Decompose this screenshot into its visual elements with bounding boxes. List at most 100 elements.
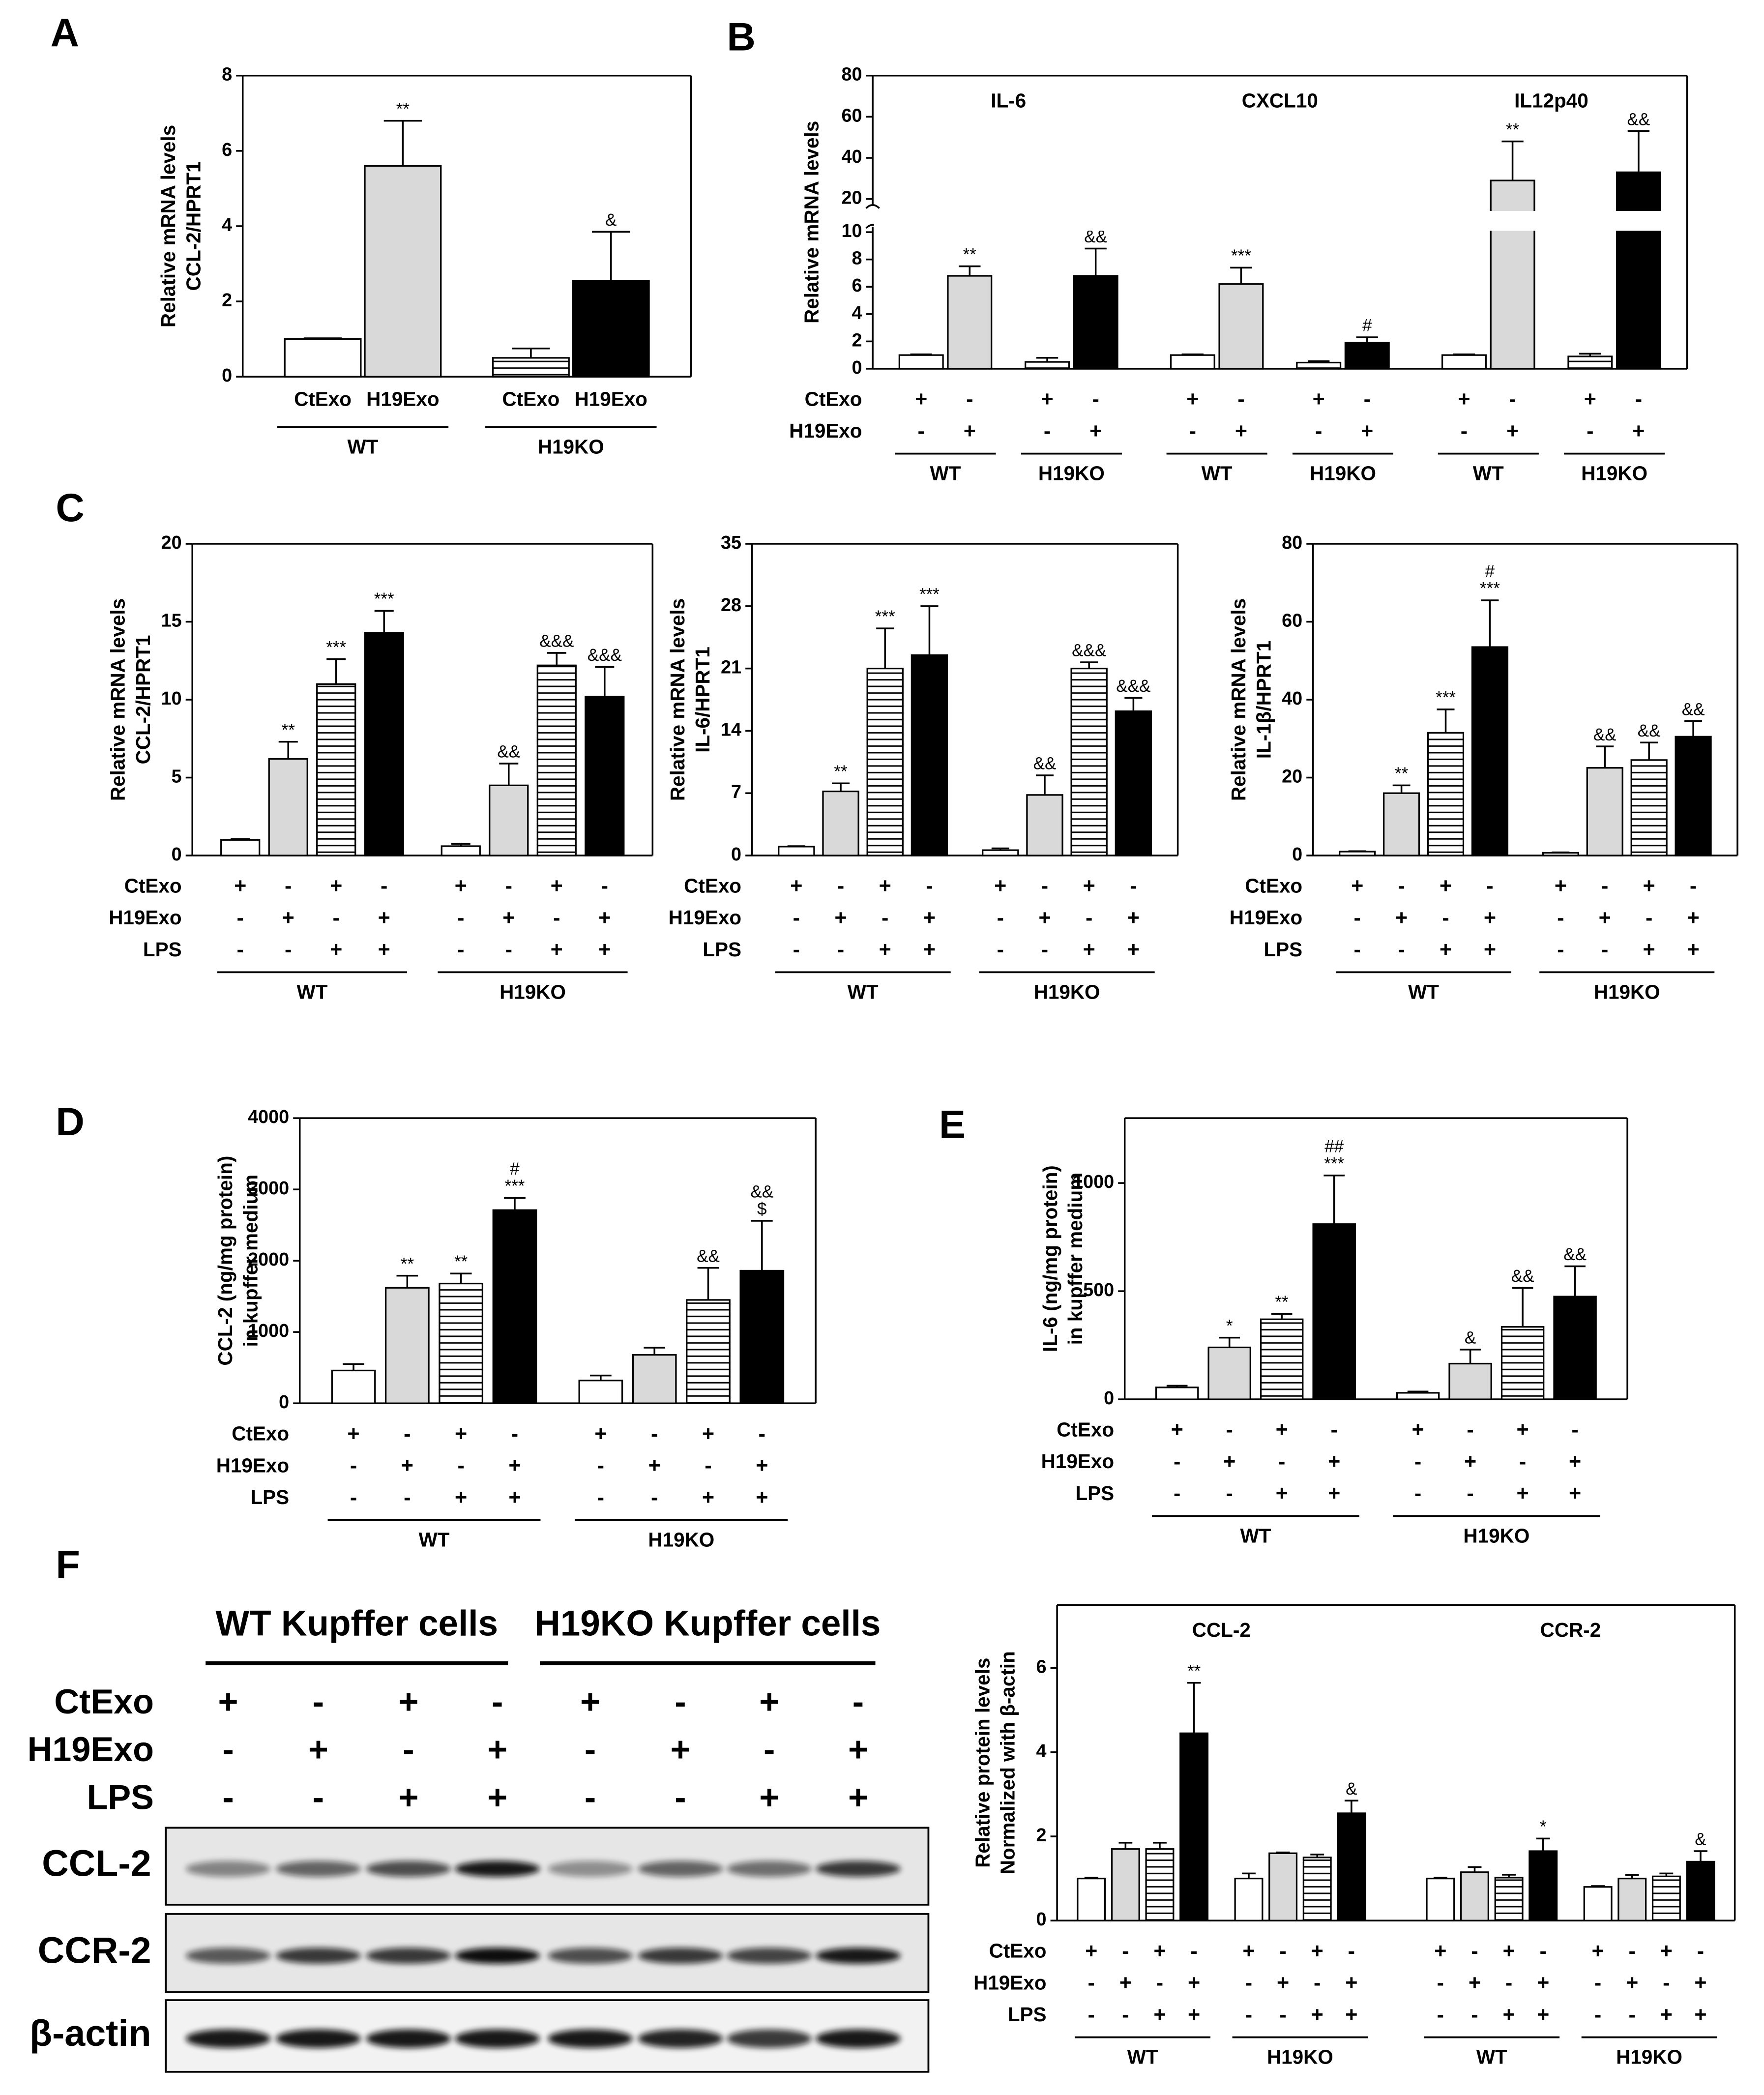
y-tick-label: 40 [842,147,862,167]
error-bar [1181,354,1204,355]
condition-sign: - [1414,1450,1421,1474]
condition-sign: - [705,1454,711,1477]
condition-sign: + [1127,906,1140,930]
blot-band [455,1860,540,1877]
bar [331,1369,376,1404]
condition-name: CtExo [1057,1418,1114,1441]
bar [982,849,1019,856]
condition-sign: + [1516,1482,1529,1505]
condition-sign: + [1458,387,1470,411]
condition-sign: + [1153,1939,1166,1963]
blot-row-label: CCR-2 [38,1930,151,1971]
condition-sign: - [1174,1450,1180,1474]
bar [364,632,404,856]
significance-label: &&& [539,632,574,651]
y-axis-label: Normalized with β-actin [997,1651,1019,1874]
condition-sign: + [1516,1418,1529,1442]
blot-band [548,2029,633,2048]
bar [1448,1362,1492,1400]
y-axis-label: CCL-2 (ng/mg protein) [214,1156,236,1366]
y-tick-label: 0 [1036,1909,1047,1930]
condition-sign: - [1330,1418,1337,1442]
condition-sign: + [759,1682,779,1721]
condition-name: CtExo [805,387,862,410]
error-bar [1153,1842,1167,1849]
condition-sign: - [597,1454,604,1477]
bar [778,846,815,856]
error-bar [1080,661,1098,669]
error-bar [1684,720,1703,737]
y-tick-label: 20 [842,188,862,208]
y-tick-label: 60 [1282,611,1302,631]
significance-label: && [1033,754,1057,773]
bar [1337,1812,1366,1921]
x-tick-label: CtExo [502,387,559,410]
condition-sign: + [1660,2003,1673,2027]
condition-sign: + [398,1778,418,1816]
condition-sign: + [923,938,936,962]
condition-sign: - [505,874,512,898]
bar [911,654,948,856]
group-label: WT [1202,462,1233,484]
error-bar [1591,1885,1605,1887]
condition-sign: - [651,1486,658,1509]
error-bar [1501,140,1524,181]
y-tick-label: 80 [842,64,862,85]
error-bar [1035,774,1054,795]
condition-sign: - [882,906,888,930]
bar [1567,355,1613,370]
condition-sign: + [1038,906,1051,930]
condition-name: LPS [143,938,182,961]
error-bar [1564,1265,1586,1297]
condition-sign: + [1440,874,1452,898]
condition-sign: + [879,874,891,898]
error-bar [1242,1872,1256,1879]
condition-name: LPS [87,1778,154,1816]
significance-label: *** [875,607,895,626]
blot-band [276,1947,361,1964]
bar [822,790,859,856]
y-tick-label: 0 [1104,1388,1114,1409]
condition-sign: - [585,1778,596,1816]
error-bar [1453,354,1475,355]
y-tick-label: 20 [1282,766,1302,787]
y-tick-label: 4 [1036,1741,1047,1762]
error-bar [1536,1837,1550,1852]
condition-sign: + [598,938,611,962]
y-tick-label: 0 [731,844,741,865]
error-bar [595,666,615,697]
condition-sign: - [237,906,244,930]
condition-sign: + [1345,1971,1357,1995]
y-axis-label: in kupffer medium [239,1175,262,1347]
bar [1383,792,1420,856]
y-axis-label: Relative mRNA levels [666,598,689,801]
significance-label: *** [1480,579,1500,598]
significance-label: ** [454,1252,468,1271]
condition-sign: + [1361,419,1373,443]
bar [1179,1732,1209,1921]
condition-sign: + [282,906,294,930]
condition-sign: - [313,1682,324,1721]
condition-sign: + [1484,938,1496,962]
error-bar [1437,708,1455,733]
bar [1426,1878,1455,1921]
bar [492,357,570,378]
blot-band [455,2029,540,2048]
bar [284,338,362,378]
condition-sign: - [1278,1450,1285,1474]
significance-label: && [1511,1267,1534,1286]
condition-name: H19Exo [669,906,741,929]
blot-band [548,1860,633,1877]
significance-label: &&& [588,646,622,665]
condition-sign: - [1437,1971,1444,1995]
bar [220,839,261,856]
bar [536,664,577,856]
condition-sign: + [551,874,563,898]
bar [1553,1296,1597,1400]
y-tick-label: 2000 [248,1249,289,1270]
significance-label: && [1682,700,1705,719]
group-label: H19KO [648,1528,714,1551]
condition-sign: + [551,938,563,962]
significance-label: &&& [1116,677,1150,696]
error-bar [1579,353,1601,356]
